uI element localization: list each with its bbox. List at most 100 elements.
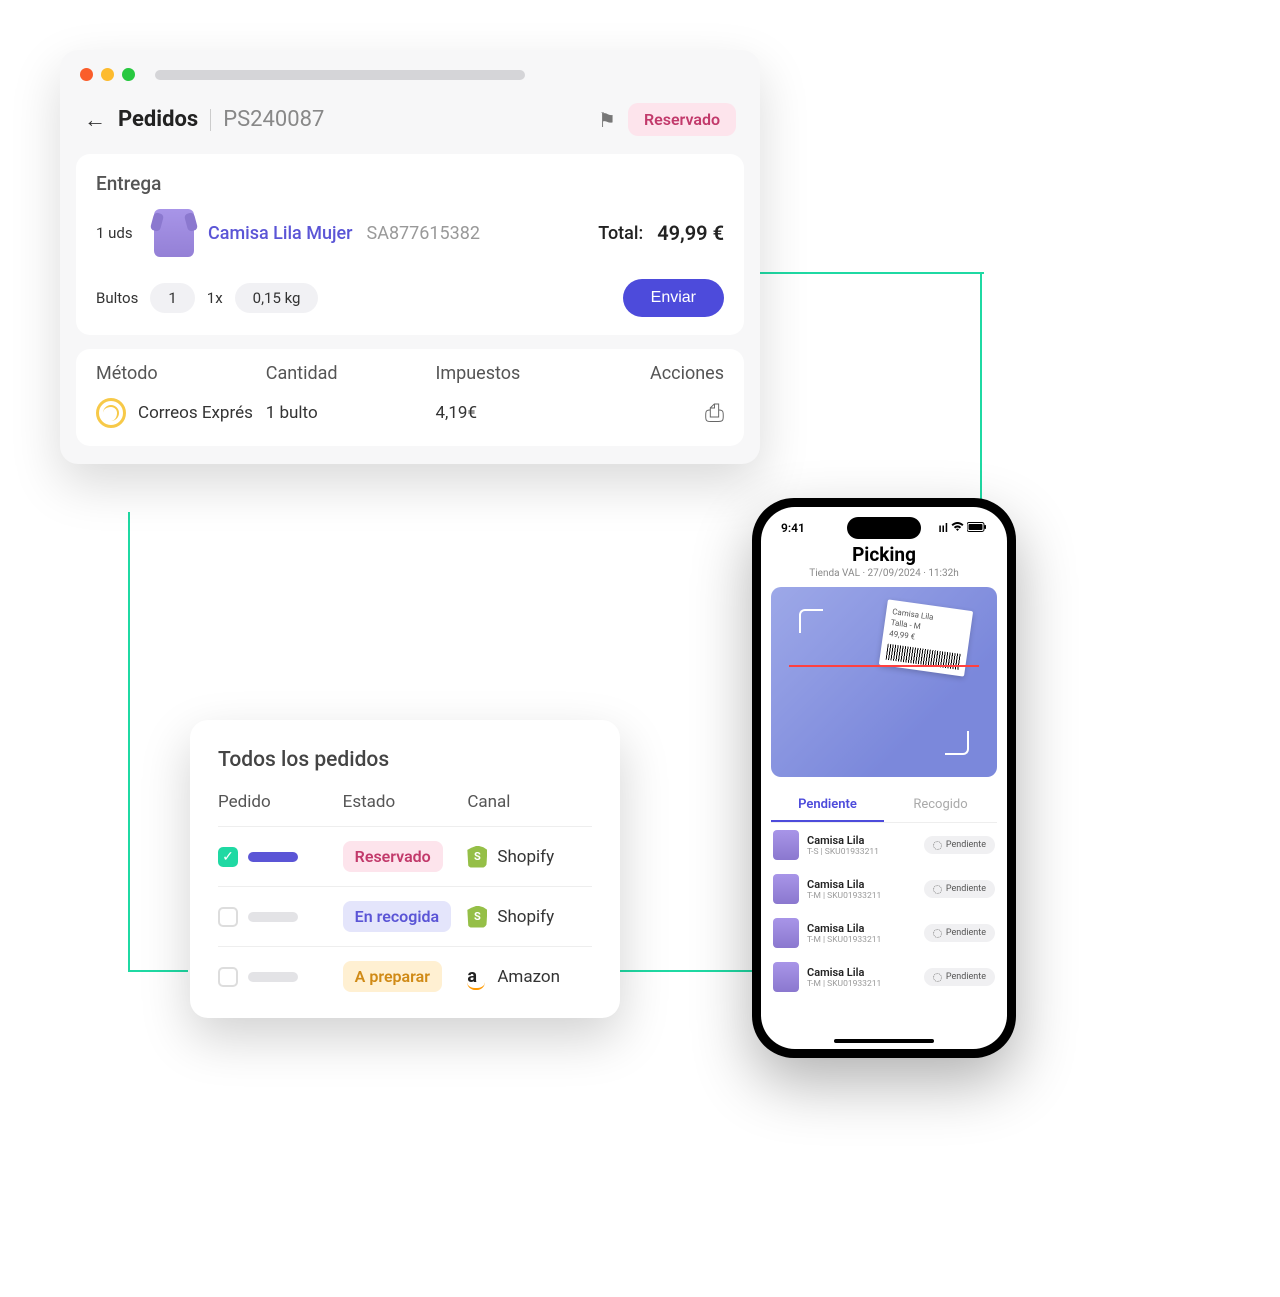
- order-id: PS240087: [223, 107, 324, 132]
- phone-notch: [847, 517, 921, 539]
- pending-badge: Pendiente: [924, 836, 995, 854]
- window-chrome: [60, 50, 760, 95]
- order-bar: [248, 912, 298, 922]
- col-order: Pedido: [218, 792, 343, 812]
- channel-cell: Shopify: [467, 846, 592, 868]
- shipping-tax: 4,19€: [435, 403, 605, 423]
- picking-row[interactable]: Camisa LilaT-S | SKU01933211Pendiente: [761, 823, 1007, 867]
- channel-name: Amazon: [497, 967, 560, 987]
- pending-badge: Pendiente: [924, 968, 995, 986]
- divider: [210, 109, 211, 131]
- order-checkbox[interactable]: [218, 967, 238, 987]
- connector-line: [760, 272, 984, 274]
- back-arrow-icon[interactable]: ←: [84, 107, 106, 133]
- pick-name: Camisa Lila: [807, 834, 916, 847]
- url-bar[interactable]: [155, 70, 525, 80]
- spinner-icon: [933, 973, 942, 982]
- col-status: Estado: [343, 792, 468, 812]
- breadcrumb-section[interactable]: Pedidos: [118, 107, 198, 132]
- shopify-icon: [467, 846, 487, 868]
- orders-columns: Pedido Estado Canal: [218, 792, 592, 812]
- scan-viewport[interactable]: Camisa Lila Talla - M 49,99 €: [771, 587, 997, 777]
- order-bar: [248, 852, 298, 862]
- flag-icon[interactable]: ⚑: [598, 108, 616, 132]
- window-close-dot[interactable]: [80, 68, 93, 81]
- pending-badge: Pendiente: [924, 880, 995, 898]
- total-value: 49,99 €: [657, 221, 724, 245]
- phone-status-icons: ııl: [938, 521, 987, 535]
- total-label: Total:: [598, 223, 643, 244]
- tab-pending[interactable]: Pendiente: [771, 789, 884, 822]
- pick-name: Camisa Lila: [807, 966, 916, 979]
- order-row[interactable]: ✓ Reservado Shopify: [218, 826, 592, 886]
- mobile-device: 9:41 ııl Picking Tienda VAL · 27/09/2024…: [752, 498, 1016, 1058]
- carrier-icon: [96, 398, 126, 428]
- product-thumb: [773, 918, 799, 948]
- product-thumb: [154, 209, 194, 257]
- units-label: 1 uds: [96, 224, 140, 242]
- channel-name: Shopify: [497, 907, 554, 927]
- carrier-name: Correos Exprés: [138, 403, 253, 423]
- picking-row[interactable]: Camisa LilaT-M | SKU01933211 Pendiente: [761, 955, 1007, 999]
- product-thumb: [773, 962, 799, 992]
- scan-frame: [799, 609, 969, 755]
- order-row[interactable]: En recogida Shopify: [218, 886, 592, 946]
- scan-line: [789, 665, 979, 667]
- status-badge: Reservado: [628, 103, 736, 136]
- channel-name: Shopify: [497, 847, 554, 867]
- weight-value[interactable]: 0,15 kg: [235, 283, 319, 313]
- battery-icon: [967, 521, 987, 535]
- shipping-columns: Método Cantidad Impuestos Acciones: [96, 363, 724, 384]
- shipping-qty: 1 bulto: [266, 403, 436, 423]
- packages-multiplier: 1x: [207, 289, 223, 307]
- channel-cell: Amazon: [467, 966, 592, 988]
- phone-title: Picking: [761, 543, 1007, 566]
- order-bar: [248, 972, 298, 982]
- window-min-dot[interactable]: [101, 68, 114, 81]
- picking-row[interactable]: Camisa LilaT-M | SKU01933211Pendiente: [761, 867, 1007, 911]
- pick-name: Camisa Lila: [807, 878, 916, 891]
- wifi-icon: [951, 521, 964, 535]
- shipping-card: Método Cantidad Impuestos Acciones Corre…: [76, 349, 744, 446]
- pick-meta: T-M | SKU01933211: [807, 935, 916, 945]
- order-row[interactable]: A preparar Amazon: [218, 946, 592, 1006]
- product-name[interactable]: Camisa Lila Mujer: [208, 223, 353, 244]
- status-badge: En recogida: [343, 901, 451, 932]
- product-thumb: [773, 874, 799, 904]
- col-tax: Impuestos: [435, 363, 605, 384]
- connector-line: [620, 970, 760, 972]
- phone-tabs: Pendiente Recogido: [771, 789, 997, 823]
- channel-cell: Shopify: [467, 906, 592, 928]
- product-thumb: [773, 830, 799, 860]
- product-sku: SA877615382: [367, 223, 480, 244]
- packages-count[interactable]: 1: [150, 283, 194, 313]
- home-indicator[interactable]: [834, 1039, 934, 1043]
- orders-title: Todos los pedidos: [218, 748, 592, 772]
- pick-name: Camisa Lila: [807, 922, 916, 935]
- col-method: Método: [96, 363, 266, 384]
- delivery-card: Entrega 1 uds Camisa Lila Mujer SA877615…: [76, 154, 744, 335]
- signal-icon: ııl: [938, 521, 948, 535]
- status-badge: Reservado: [343, 841, 443, 872]
- order-checkbox[interactable]: ✓: [218, 847, 238, 867]
- tab-collected[interactable]: Recogido: [884, 789, 997, 822]
- shipping-row: Correos Exprés 1 bulto 4,19€ ⎙: [96, 398, 724, 428]
- pick-meta: T-M | SKU01933211: [807, 979, 916, 989]
- orders-list-card: Todos los pedidos Pedido Estado Canal ✓ R…: [190, 720, 620, 1018]
- phone-subtitle: Tienda VAL · 27/09/2024 · 11:32h: [761, 568, 1007, 579]
- pending-badge: Pendiente: [924, 924, 995, 942]
- spinner-icon: [933, 929, 942, 938]
- status-badge: A preparar: [343, 961, 442, 992]
- picking-list: Camisa LilaT-S | SKU01933211PendienteCam…: [761, 823, 1007, 1049]
- spinner-icon: [933, 841, 942, 850]
- print-icon[interactable]: ⎙: [705, 399, 724, 427]
- spinner-icon: [933, 885, 942, 894]
- send-button[interactable]: Enviar: [623, 279, 724, 317]
- col-actions: Acciones: [605, 363, 724, 384]
- connector-line: [980, 272, 982, 510]
- amazon-icon: [467, 966, 487, 988]
- order-checkbox[interactable]: [218, 907, 238, 927]
- picking-row[interactable]: Camisa LilaT-M | SKU01933211 Pendiente: [761, 911, 1007, 955]
- window-max-dot[interactable]: [122, 68, 135, 81]
- order-detail-window: ← Pedidos PS240087 ⚑ Reservado Entrega 1…: [60, 50, 760, 464]
